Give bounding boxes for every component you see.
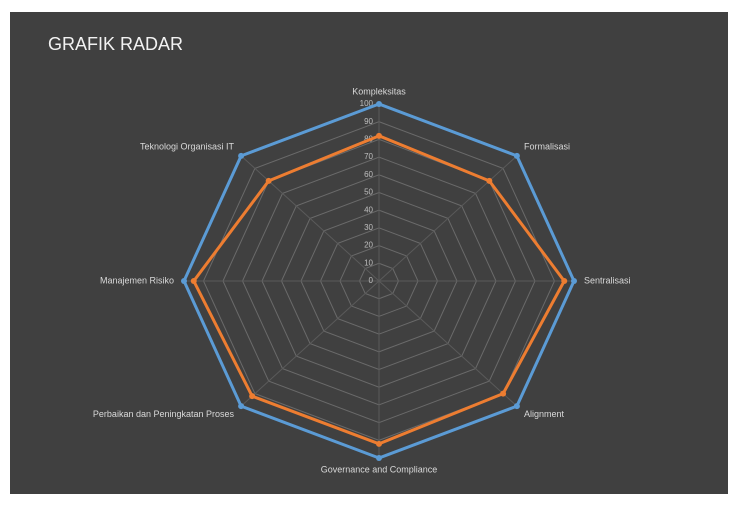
data-point <box>181 278 187 284</box>
axis-line <box>240 280 380 407</box>
y-tick-label: 100 <box>360 99 374 108</box>
axis-line <box>378 155 518 282</box>
data-point <box>265 177 272 184</box>
data-point <box>513 403 520 410</box>
category-label: Sentralisasi <box>584 275 631 285</box>
axis-line <box>240 155 380 282</box>
chart-title: GRAFIK RADAR <box>48 34 183 54</box>
data-point <box>376 132 382 139</box>
y-tick-label: 50 <box>364 188 373 197</box>
y-tick-label: 70 <box>364 152 373 161</box>
chart-background <box>10 12 728 494</box>
y-tick-label: 60 <box>364 170 373 179</box>
data-point <box>190 278 197 284</box>
category-label: Alignment <box>524 409 565 419</box>
data-point <box>561 278 568 284</box>
data-point <box>238 403 245 410</box>
category-label: Teknologi Organisasi IT <box>140 142 235 152</box>
data-point <box>376 455 382 461</box>
axis-line <box>378 280 518 407</box>
data-point <box>249 393 256 400</box>
category-label: Manajemen Risiko <box>100 275 174 285</box>
y-tick-label: 20 <box>364 241 373 250</box>
y-tick-label: 0 <box>369 276 374 285</box>
y-tick-label: 30 <box>364 223 373 232</box>
data-point <box>571 278 577 284</box>
y-tick-label: 90 <box>364 117 373 126</box>
category-label: Kompleksitas <box>352 86 406 96</box>
y-tick-label: 10 <box>364 258 373 267</box>
y-tick-label: 40 <box>364 205 373 214</box>
category-label: Formalisasi <box>524 142 570 152</box>
data-point <box>486 177 493 184</box>
data-point <box>376 101 382 107</box>
category-label: Perbaikan dan Peningkatan Proses <box>93 409 235 419</box>
data-point <box>500 390 507 397</box>
data-point <box>513 152 520 159</box>
category-label: Governance and Compliance <box>321 464 438 474</box>
data-point <box>238 152 245 159</box>
data-point <box>376 440 382 447</box>
